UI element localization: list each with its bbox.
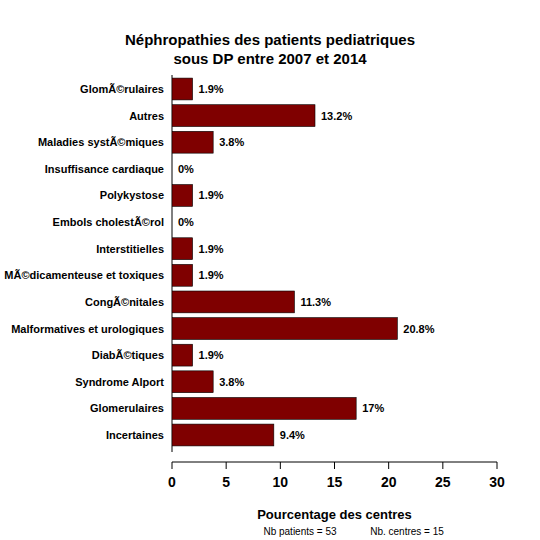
annotation: Nb patients = 53 [263,526,337,537]
bar [172,291,294,313]
data-label: 3.8% [219,376,244,388]
y-tick-label: Interstitielles [96,243,164,255]
data-label: 1.9% [199,243,224,255]
y-tick-label: Incertaines [106,429,164,441]
y-tick-label: GlomÃ©rulaires [80,83,164,95]
y-tick-label: Autres [129,110,164,122]
data-label: 17% [362,402,384,414]
bar [172,344,193,366]
y-tick-label: DiabÃ©tiques [92,349,164,361]
x-tick-label: 15 [327,474,343,490]
x-tick-label: 30 [489,474,505,490]
y-tick-label: Embols cholestÃ©rol [53,216,164,228]
data-label: 1.9% [199,189,224,201]
x-tick [334,462,335,469]
x-tick-label: 25 [435,474,451,490]
bar [172,238,193,260]
bar [172,318,397,340]
x-axis-label: Pourcentage des centres [257,507,412,522]
y-tick-label: Polykystose [100,189,164,201]
bar [172,78,193,100]
x-tick [226,462,227,469]
bar [172,397,356,419]
bar [172,158,173,180]
bars [172,78,397,446]
title-line: sous DP entre 2007 et 2014 [173,50,367,67]
data-label: 9.4% [280,429,305,441]
x-tick [442,462,443,469]
x-tick-label: 20 [381,474,397,490]
bar [172,371,213,393]
data-label: 0% [178,163,194,175]
data-label: 13.2% [321,110,352,122]
title: Néphropathies des patients pediatriques s… [125,31,415,67]
x-tick-label: 5 [222,474,230,490]
y-tick-label: Glomerulaires [90,402,164,414]
y-tick-label: Syndrome Alport [75,376,164,388]
x-tick [280,462,281,469]
y-tick-label: CongÃ©nitales [85,296,164,308]
y-tick-label: MÃ©dicamenteuse et toxiques [4,269,164,281]
data-label: 1.9% [199,83,224,95]
x-tick-label: 0 [168,474,176,490]
data-label: 0% [178,216,194,228]
bar [172,131,213,153]
annotation: Nb. centres = 15 [370,526,444,537]
data-label: 3.8% [219,136,244,148]
data-label: 1.9% [199,349,224,361]
data-label: 20.8% [403,323,434,335]
y-tick-label: Maladies systÃ©miques [38,136,164,148]
bar [172,185,193,207]
data-label: 11.3% [300,296,331,308]
y-tick-label: Insuffisance cardiaque [45,163,164,175]
bar [172,264,193,286]
data-label: 1.9% [199,269,224,281]
x-tick [172,462,173,469]
bar [172,211,173,233]
x-tick [388,462,389,469]
x-tick-label: 10 [273,474,289,490]
x-tick [497,462,498,469]
bar [172,105,315,127]
bar [172,424,274,446]
chart: Néphropathies des patients pediatriques s… [0,0,540,540]
y-tick-label: Malformatives et urologiques [11,323,164,335]
title-line: Néphropathies des patients pediatriques [125,31,415,48]
